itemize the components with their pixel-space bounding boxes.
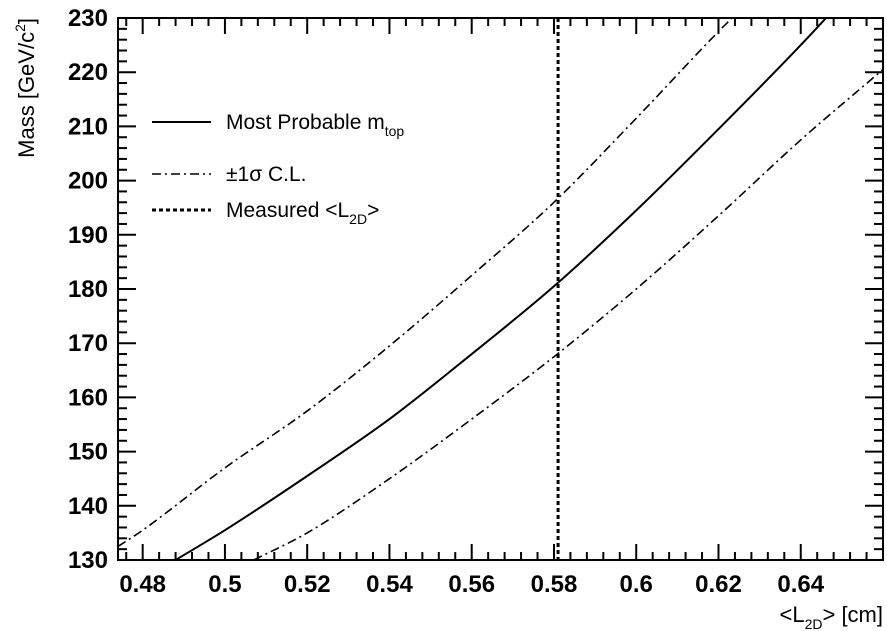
- y-tick-label: 230: [68, 5, 108, 32]
- y-tick-label: 150: [68, 439, 108, 466]
- x-tick-label: 0.56: [448, 571, 495, 598]
- y-tick-label: 170: [68, 330, 108, 357]
- x-tick-label: 0.48: [119, 571, 166, 598]
- y-axis: 130 140 150 160 170 180 190 200 210 220 230: [68, 5, 883, 574]
- x-axis-label: <L2D> [cm]: [779, 602, 883, 631]
- y-axis-label: Mass [GeV/c2]: [12, 18, 39, 158]
- y-tick-label: 190: [68, 222, 108, 249]
- series-lower-confidence-line: [253, 68, 883, 560]
- legend-label-confidence: ±1σ C.L.: [226, 163, 307, 186]
- legend: Most Probable mtop ±1σ C.L. Measured <L2…: [152, 111, 404, 227]
- y-tick-label: 140: [68, 493, 108, 520]
- x-tick-label: 0.5: [208, 571, 241, 598]
- series-most-probable-line: [175, 18, 828, 560]
- y-tick-label: 130: [68, 547, 108, 574]
- x-tick-label: 0.52: [284, 571, 331, 598]
- y-tick-label: 210: [68, 113, 108, 140]
- y-tick-label: 160: [68, 384, 108, 411]
- x-tick-label: 0.58: [531, 571, 578, 598]
- x-tick-label: 0.6: [620, 571, 653, 598]
- legend-label-most-probable: Most Probable mtop: [226, 111, 404, 139]
- x-tick-label: 0.64: [777, 571, 824, 598]
- y-tick-label: 200: [68, 168, 108, 195]
- plot-frame: [117, 17, 884, 561]
- x-axis: 0.48 0.5 0.52 0.54 0.56 0.58 0.6 0.62 0.64: [119, 18, 884, 598]
- x-tick-label: 0.54: [366, 571, 413, 598]
- legend-label-measured: Measured <L2D>: [226, 199, 379, 227]
- y-tick-label: 220: [68, 59, 108, 86]
- y-tick-label: 180: [68, 276, 108, 303]
- plot-area: [118, 18, 883, 560]
- series-upper-confidence-line: [118, 18, 734, 548]
- x-tick-label: 0.62: [695, 571, 742, 598]
